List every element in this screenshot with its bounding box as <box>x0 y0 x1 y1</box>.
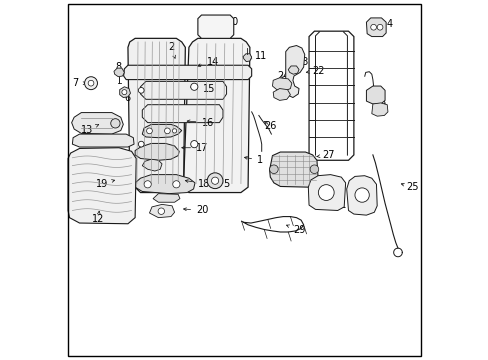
Text: 22: 22 <box>305 66 325 76</box>
Polygon shape <box>153 194 180 202</box>
Text: 10: 10 <box>220 17 238 27</box>
Text: 28: 28 <box>292 168 305 178</box>
Polygon shape <box>149 204 174 218</box>
Circle shape <box>122 90 126 95</box>
Text: 18: 18 <box>185 179 210 189</box>
Circle shape <box>158 208 164 215</box>
Polygon shape <box>142 125 182 138</box>
Text: 14: 14 <box>197 57 219 67</box>
Circle shape <box>138 87 144 93</box>
Circle shape <box>138 141 144 147</box>
Polygon shape <box>140 81 226 99</box>
Text: 6: 6 <box>121 93 130 103</box>
Polygon shape <box>142 105 223 123</box>
Circle shape <box>88 80 94 86</box>
Text: 12: 12 <box>92 211 104 224</box>
Text: 20: 20 <box>183 206 208 216</box>
Circle shape <box>146 128 152 134</box>
Circle shape <box>190 140 198 148</box>
Polygon shape <box>346 176 376 215</box>
Text: 29: 29 <box>286 225 305 235</box>
Polygon shape <box>183 39 249 193</box>
Text: 11: 11 <box>248 51 267 61</box>
Polygon shape <box>273 89 290 100</box>
Circle shape <box>354 188 368 202</box>
Polygon shape <box>308 175 345 211</box>
Circle shape <box>110 119 120 128</box>
Polygon shape <box>198 15 233 39</box>
Circle shape <box>318 185 333 201</box>
Text: 23: 23 <box>292 57 308 67</box>
Circle shape <box>144 181 151 188</box>
Polygon shape <box>72 113 123 134</box>
Text: 7: 7 <box>72 78 86 88</box>
Polygon shape <box>287 66 298 74</box>
Text: 26: 26 <box>264 121 276 131</box>
Polygon shape <box>371 103 387 116</box>
Text: 16: 16 <box>187 118 213 128</box>
Polygon shape <box>243 54 251 62</box>
Polygon shape <box>366 18 386 37</box>
Text: 1: 1 <box>244 155 263 165</box>
Polygon shape <box>100 174 122 184</box>
Text: 8: 8 <box>115 62 121 72</box>
Circle shape <box>376 24 382 30</box>
Polygon shape <box>285 45 304 98</box>
Text: 2: 2 <box>167 42 175 58</box>
Text: 13: 13 <box>81 125 99 135</box>
Polygon shape <box>366 86 384 104</box>
Polygon shape <box>114 68 124 77</box>
Polygon shape <box>135 143 179 160</box>
Text: 19: 19 <box>96 179 114 189</box>
Circle shape <box>190 83 198 90</box>
Circle shape <box>370 24 376 30</box>
Polygon shape <box>128 39 185 193</box>
Polygon shape <box>123 65 251 80</box>
Circle shape <box>172 129 176 133</box>
Polygon shape <box>68 148 136 224</box>
Circle shape <box>207 173 223 189</box>
Circle shape <box>269 165 278 174</box>
Circle shape <box>309 165 318 174</box>
Polygon shape <box>272 78 291 91</box>
Text: 15: 15 <box>190 84 215 94</box>
Circle shape <box>164 128 170 134</box>
Circle shape <box>211 177 218 184</box>
Polygon shape <box>269 152 317 187</box>
Text: 27: 27 <box>316 150 334 160</box>
Circle shape <box>172 181 180 188</box>
Text: 25: 25 <box>401 182 418 192</box>
Text: 3: 3 <box>368 96 381 106</box>
Text: 24: 24 <box>276 71 288 81</box>
Polygon shape <box>142 159 162 171</box>
Polygon shape <box>120 87 130 98</box>
Circle shape <box>84 77 97 90</box>
Text: 5: 5 <box>217 179 229 189</box>
Text: 4: 4 <box>380 19 391 29</box>
Text: 17: 17 <box>182 143 208 153</box>
Polygon shape <box>135 175 195 194</box>
Polygon shape <box>72 134 134 147</box>
Text: 21: 21 <box>330 200 346 210</box>
Text: 9: 9 <box>372 100 385 110</box>
